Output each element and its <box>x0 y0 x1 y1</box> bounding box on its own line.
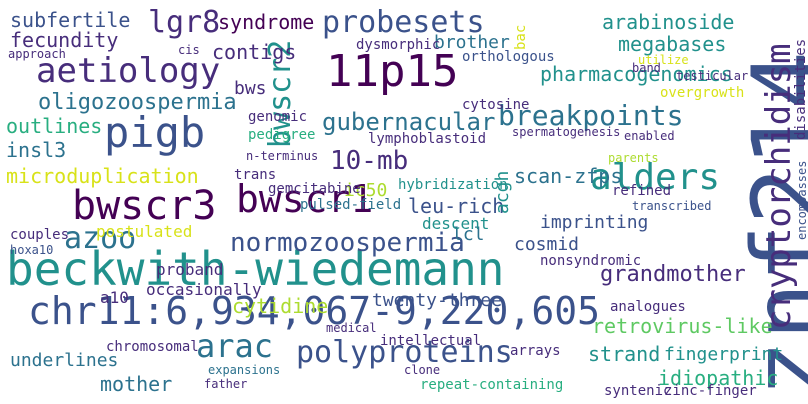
word-syndrome: syndrome <box>218 10 315 34</box>
word-pulsed-field: pulsed-field <box>300 197 402 213</box>
word-clone: clone <box>404 363 441 377</box>
word-chromosomal: chromosomal <box>106 339 199 355</box>
word-postulated: postulated <box>96 222 193 241</box>
word-occasionally: occasionally <box>146 280 262 299</box>
word-lcl: lcl <box>452 224 485 245</box>
word-fecundity: fecundity <box>10 28 119 52</box>
word-encompasses: encompasses <box>795 160 808 240</box>
word-underlines: underlines <box>10 350 119 371</box>
word-cosmid: cosmid <box>514 234 580 255</box>
word-cryptorchidism: cryptorchidism <box>759 43 799 330</box>
word-disabilities: disabilities <box>793 38 808 140</box>
word-mother: mother <box>100 372 173 396</box>
word-hoxa10: hoxa10 <box>10 243 54 257</box>
word-beckwith-wiedemann: beckwith-wiedemann <box>6 242 505 296</box>
word-twenty-three: twenty-three <box>372 290 503 311</box>
word-megabases: megabases <box>618 32 727 56</box>
word-medical: medical <box>326 321 377 335</box>
word-arac: arac <box>196 327 274 365</box>
word-utilize: utilize <box>638 53 689 67</box>
word-normozoospermia: normozoospermia <box>230 228 465 258</box>
word-genomic: genomic <box>248 109 308 125</box>
word-descent: descent <box>422 214 490 233</box>
word-fingerprint: fingerprint <box>664 344 784 365</box>
word-parents: parents <box>608 151 659 165</box>
word-bws: bws <box>234 78 267 99</box>
word-proband: proband <box>156 260 224 279</box>
word-microduplication: microduplication <box>6 164 199 188</box>
word-11p15: 11p15 <box>326 46 459 97</box>
word-retrovirus-like: retrovirus-like <box>592 314 773 338</box>
word-breakpoints: breakpoints <box>498 99 684 132</box>
word-outlines: outlines <box>6 114 103 138</box>
word-enabled: enabled <box>624 129 675 143</box>
word-analogues: analogues <box>610 299 686 315</box>
word-cytidine: cytidine <box>232 294 329 318</box>
word-10-mb: 10-mb <box>330 146 409 176</box>
word-spermatogenesis: spermatogenesis <box>512 125 621 139</box>
word-overgrowth: overgrowth <box>660 85 745 101</box>
word-gubernacular: gubernacular <box>322 108 496 136</box>
word-lymphoblastoid: lymphoblastoid <box>368 131 487 147</box>
word-grandmother: grandmother <box>600 262 746 287</box>
word-dysmorphic: dysmorphic <box>356 37 441 53</box>
word-arabinoside: arabinoside <box>602 10 735 34</box>
word-lgr8: lgr8 <box>148 5 221 40</box>
word-n-terminus: n-terminus <box>246 149 319 163</box>
word-strand: strand <box>588 342 661 366</box>
word-subfertile: subfertile <box>10 8 131 32</box>
word-idiopathic: idiopathic <box>658 366 779 390</box>
word-pedigree: pedigree <box>248 127 316 143</box>
word-cis: cis <box>178 43 200 57</box>
word-scan-zfps: scan-zfps <box>514 164 623 188</box>
word-oligozoospermia: oligozoospermia <box>38 90 237 115</box>
word-leu-rich: leu-rich <box>408 194 505 218</box>
word-insl3: insl3 <box>6 138 67 162</box>
word-father: father <box>204 377 248 391</box>
word-hybridization: hybridization <box>398 177 508 193</box>
word-gemcitabine: gemcitabine <box>268 181 361 197</box>
word-syntenic: syntenic <box>604 383 672 399</box>
word-band: band <box>632 61 661 75</box>
word-alders: alders <box>590 157 721 198</box>
word-azoo: azoo <box>64 221 137 256</box>
word-bac: bac <box>513 24 529 50</box>
word-bwscr1: bwscr1 <box>236 177 374 221</box>
word-trans: trans <box>234 167 277 183</box>
word-refined: refined <box>612 183 672 199</box>
word-bwscr3: bwscr3 <box>72 183 217 229</box>
word-arrays: arrays <box>510 343 561 359</box>
word-a10: a10 <box>100 288 129 307</box>
word-probesets: probesets <box>322 5 485 40</box>
word-zinc-finger: zinc-finger <box>664 383 757 399</box>
word-ic50: ic50 <box>344 180 388 201</box>
word-chr11-range: chr11:6,934,067-9,220,605 <box>28 289 600 333</box>
word-cytosine: cytosine <box>462 97 530 113</box>
word-couples: couples <box>10 227 70 243</box>
word-intellectual: intellectual <box>380 333 482 349</box>
word-pigb: pigb <box>104 108 206 157</box>
word-orthologous: orthologous <box>462 49 555 65</box>
word-polyproteins: polyproteins <box>296 335 513 370</box>
word-approach: approach <box>8 47 66 61</box>
word-expansions: expansions <box>208 363 281 377</box>
word-aetiology: aetiology <box>36 51 221 91</box>
word-repeat-containing: repeat-containing <box>420 377 564 393</box>
word-pharmacogenomics: pharmacogenomics <box>540 62 733 86</box>
word-brother: brother <box>434 32 510 53</box>
word-testicular: testicular <box>676 69 749 83</box>
word-nonsyndromic: nonsyndromic <box>540 253 642 269</box>
word-imprinting: imprinting <box>540 212 649 233</box>
word-transcribed: transcribed <box>632 199 712 213</box>
word-contigs: contigs <box>212 40 297 64</box>
